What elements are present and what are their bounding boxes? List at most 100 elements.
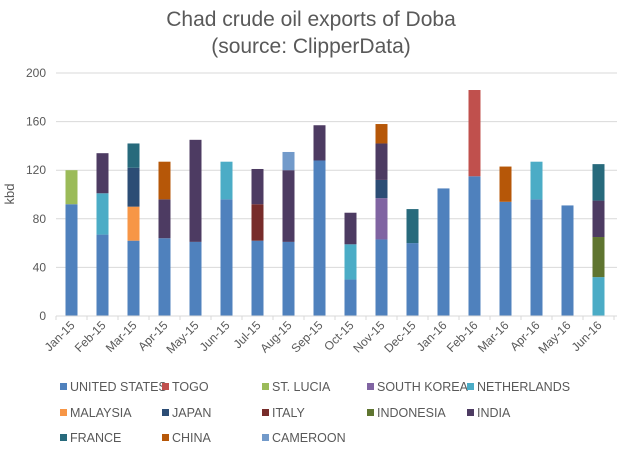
x-tick-label: Mar-16 — [475, 318, 512, 355]
bar-segment-togo — [468, 90, 481, 177]
legend-label: CAMEROON — [272, 431, 346, 445]
bar-segment-netherlands — [530, 161, 543, 200]
gridlines — [56, 72, 617, 268]
bar-segment-united-states — [220, 199, 233, 316]
bar-segment-france — [127, 143, 140, 168]
bar-segment-malaysia — [127, 206, 140, 241]
x-tick-label: Jan-15 — [42, 318, 78, 354]
bar-segment-south-korea — [375, 198, 388, 240]
bar-segment-cameroon — [282, 151, 295, 171]
legend-item: JAPAN — [162, 406, 211, 420]
legend-swatch — [467, 383, 474, 390]
bar-segment-france — [406, 209, 419, 244]
legend-swatch — [60, 409, 67, 416]
bar-segment-india — [282, 170, 295, 242]
bar-segment-india — [313, 125, 326, 161]
legend-swatch — [367, 409, 374, 416]
legend-item: FRANCE — [60, 431, 121, 445]
legend-item: INDIA — [467, 406, 511, 420]
y-tick-label: 200 — [26, 66, 46, 80]
legend-label: TOGO — [172, 380, 209, 394]
legend-swatch — [162, 434, 169, 441]
bar-segment-japan — [127, 167, 140, 207]
legend-item: MALAYSIA — [60, 406, 132, 420]
bar-segment-france — [592, 164, 605, 201]
bar-segment-india — [375, 143, 388, 180]
y-axis-ticks: 0 40 80 120 160 200 — [26, 66, 46, 323]
bar-segment-netherlands — [344, 244, 357, 280]
legend-label: ITALY — [272, 406, 306, 420]
bar-segment-india — [96, 153, 109, 194]
bar-segment-india — [251, 168, 264, 205]
legend-label: FRANCE — [70, 431, 121, 445]
bar-segment-india — [158, 199, 171, 239]
bar-segment-united-states — [468, 176, 481, 316]
legend-swatch — [60, 383, 67, 390]
x-tick-label: Oct-15 — [321, 318, 357, 354]
x-axis-ticks: Jan-15Feb-15Mar-15Apr-15May-15Jun-15Jul-… — [42, 316, 615, 356]
bar-segment-united-states — [561, 205, 574, 316]
bar-segment-netherlands — [592, 277, 605, 316]
bar-segment-united-states — [530, 199, 543, 316]
legend-swatch — [467, 409, 474, 416]
legend-item: UNITED STATES — [60, 380, 167, 394]
bar-segment-united-states — [96, 234, 109, 316]
bar-segment-netherlands — [220, 161, 233, 200]
bar-segment-united-states — [65, 204, 78, 316]
legend-label: CHINA — [172, 431, 212, 445]
x-tick-label: Jan-16 — [414, 318, 450, 354]
legend-swatch — [60, 434, 67, 441]
x-tick-label: Dec-15 — [381, 318, 418, 355]
x-tick-label: May-15 — [163, 318, 201, 356]
bar-segment-netherlands — [96, 193, 109, 235]
legend-label: INDIA — [477, 406, 511, 420]
legend-item: CAMEROON — [262, 431, 346, 445]
chart-title: Chad crude oil exports of Doba — [166, 8, 456, 31]
bar-segment-united-states — [437, 188, 450, 316]
legend-swatch — [262, 383, 269, 390]
bar-segment-india — [592, 200, 605, 238]
x-tick-label: Feb-16 — [444, 318, 481, 355]
bar-segment-india — [189, 139, 202, 242]
bar-segment-united-states — [282, 241, 295, 316]
legend-item: NETHERLANDS — [467, 380, 570, 394]
legend-swatch — [162, 383, 169, 390]
legend-swatch — [367, 383, 374, 390]
bar-segment-india — [344, 212, 357, 245]
x-tick-label: May-16 — [535, 318, 573, 356]
y-tick-label: 0 — [39, 309, 46, 323]
legend-item: CHINA — [162, 431, 212, 445]
legend-label: JAPAN — [172, 406, 211, 420]
bar-segment-united-states — [406, 243, 419, 316]
legend-label: NETHERLANDS — [477, 380, 570, 394]
chart-subtitle: (source: ClipperData) — [211, 35, 411, 58]
x-tick-label: Jun-16 — [569, 318, 605, 354]
legend-label: SOUTH KOREA — [377, 380, 469, 394]
bar-segment-indonesia — [592, 237, 605, 278]
legend-item: TOGO — [162, 380, 209, 394]
y-tick-label: 80 — [33, 212, 47, 226]
y-axis-label: kbd — [2, 184, 17, 205]
legend-label: MALAYSIA — [70, 406, 132, 420]
bar-segment-united-states — [158, 238, 171, 316]
x-tick-label: Nov-15 — [350, 318, 387, 355]
y-tick-label: 40 — [33, 260, 47, 274]
legend-item: ST. LUCIA — [262, 380, 331, 394]
bar-segment-china — [375, 124, 388, 144]
bar-segment-italy — [251, 204, 264, 241]
legend-label: INDONESIA — [377, 406, 446, 420]
legend-item: ITALY — [262, 406, 306, 420]
y-tick-label: 120 — [26, 163, 46, 177]
bar-segment-st-lucia — [65, 170, 78, 205]
bar-segment-japan — [375, 179, 388, 199]
x-tick-label: Sep-15 — [288, 318, 325, 355]
bar-segment-united-states — [499, 201, 512, 316]
legend-item: SOUTH KOREA — [367, 380, 469, 394]
x-tick-label: Jun-15 — [197, 318, 233, 354]
legend-swatch — [262, 434, 269, 441]
bar-segment-united-states — [127, 240, 140, 316]
legend-swatch — [262, 409, 269, 416]
bar-segment-china — [499, 166, 512, 202]
x-tick-label: Feb-15 — [72, 318, 109, 355]
